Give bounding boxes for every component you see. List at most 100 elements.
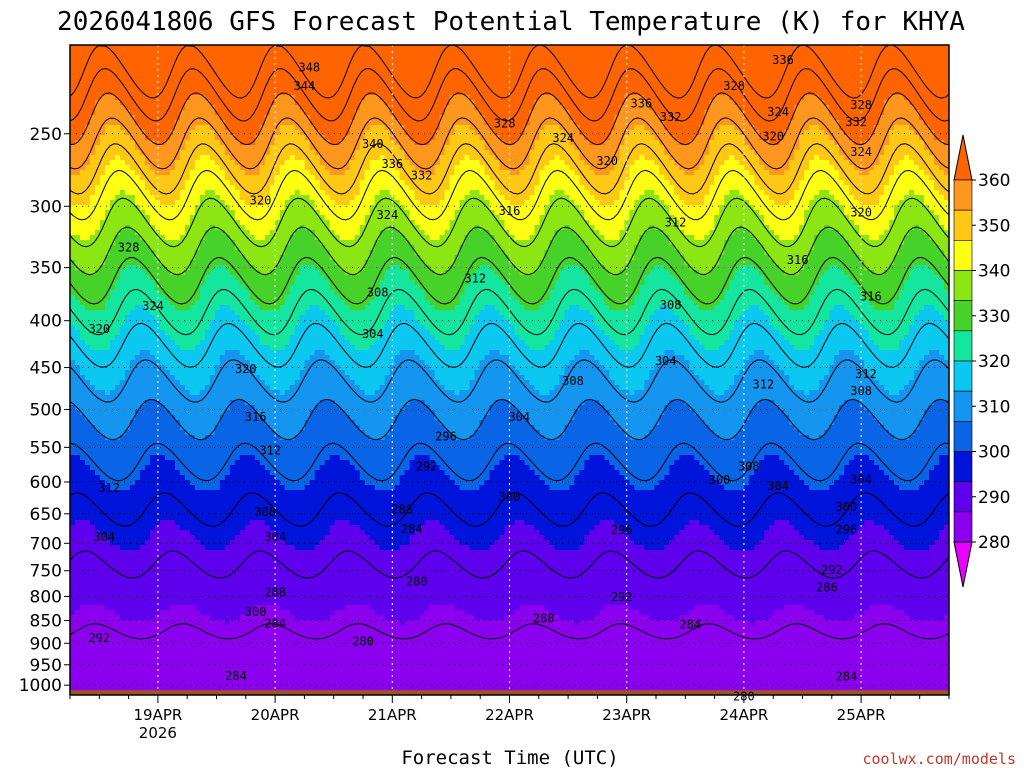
field-cell	[254, 275, 261, 281]
field-cell	[239, 415, 246, 421]
field-cell	[139, 310, 146, 316]
field-cell	[199, 305, 206, 311]
field-cell	[84, 545, 91, 551]
field-cell	[114, 495, 121, 501]
field-cell	[104, 505, 111, 511]
field-cell	[234, 230, 241, 236]
field-cell	[229, 470, 236, 476]
field-cell	[179, 625, 186, 631]
field-cell	[224, 175, 231, 181]
field-cell	[159, 480, 166, 486]
field-cell	[224, 75, 231, 81]
field-cell	[229, 425, 236, 431]
field-cell	[94, 615, 101, 621]
field-cell	[139, 575, 146, 581]
field-cell	[134, 560, 141, 566]
field-cell	[219, 415, 226, 421]
field-cell	[194, 390, 201, 396]
field-cell	[219, 665, 226, 671]
field-cell	[169, 60, 176, 66]
field-cell	[204, 80, 211, 86]
field-cell	[229, 625, 236, 631]
field-cell	[104, 285, 111, 291]
field-cell	[249, 665, 256, 671]
field-cell	[214, 65, 221, 71]
field-cell	[169, 290, 176, 296]
field-cell	[219, 115, 226, 121]
field-cell	[119, 445, 126, 451]
field-cell	[74, 505, 81, 511]
field-cell	[114, 265, 121, 271]
field-cell	[249, 180, 256, 186]
field-cell	[154, 660, 161, 666]
field-cell	[189, 115, 196, 121]
field-cell	[99, 220, 106, 226]
field-cell	[129, 95, 136, 101]
field-cell	[194, 195, 201, 201]
field-cell	[239, 260, 246, 266]
field-cell	[84, 680, 91, 686]
field-cell	[159, 100, 166, 106]
field-cell	[114, 80, 121, 86]
field-cell	[104, 305, 111, 311]
field-cell	[209, 575, 216, 581]
field-cell	[154, 345, 161, 351]
field-cell	[204, 255, 211, 261]
field-cell	[149, 150, 156, 156]
field-cell	[159, 60, 166, 66]
field-cell	[234, 575, 241, 581]
field-cell	[124, 615, 131, 621]
field-cell	[189, 280, 196, 286]
field-cell	[159, 500, 166, 506]
field-cell	[104, 315, 111, 321]
field-cell	[254, 495, 261, 501]
field-cell	[259, 190, 266, 196]
field-cell	[124, 440, 131, 446]
field-cell	[189, 130, 196, 136]
field-cell	[219, 315, 226, 321]
field-cell	[144, 120, 151, 126]
field-cell	[189, 565, 196, 571]
field-cell	[84, 615, 91, 621]
field-cell	[214, 340, 221, 346]
field-cell	[224, 540, 231, 546]
field-cell	[194, 360, 201, 366]
field-cell	[244, 275, 251, 281]
field-cell	[164, 265, 171, 271]
field-cell	[194, 80, 201, 86]
field-cell	[249, 620, 256, 626]
field-cell	[119, 430, 126, 436]
field-cell	[149, 610, 156, 616]
field-cell	[224, 200, 231, 206]
field-cell	[199, 175, 206, 181]
field-cell	[224, 470, 231, 476]
field-cell	[79, 535, 86, 541]
field-cell	[70, 285, 76, 291]
field-cell	[104, 445, 111, 451]
field-cell	[89, 300, 96, 306]
field-cell	[189, 680, 196, 686]
field-cell	[154, 665, 161, 671]
field-cell	[144, 190, 151, 196]
field-cell	[219, 565, 226, 571]
field-cell	[254, 100, 261, 106]
field-cell	[99, 560, 106, 566]
field-cell	[214, 645, 221, 651]
field-cell	[119, 350, 126, 356]
field-cell	[129, 200, 136, 206]
field-cell	[104, 485, 111, 491]
field-cell	[209, 350, 216, 356]
field-cell	[129, 535, 136, 541]
field-cell	[89, 610, 96, 616]
field-cell	[164, 270, 171, 276]
field-cell	[169, 95, 176, 101]
field-cell	[184, 470, 191, 476]
field-cell	[169, 280, 176, 286]
field-cell	[249, 250, 256, 256]
field-cell	[214, 330, 221, 336]
field-cell	[104, 415, 111, 421]
field-cell	[79, 495, 86, 501]
field-cell	[244, 350, 251, 356]
field-cell	[209, 365, 216, 371]
field-cell	[114, 585, 121, 591]
